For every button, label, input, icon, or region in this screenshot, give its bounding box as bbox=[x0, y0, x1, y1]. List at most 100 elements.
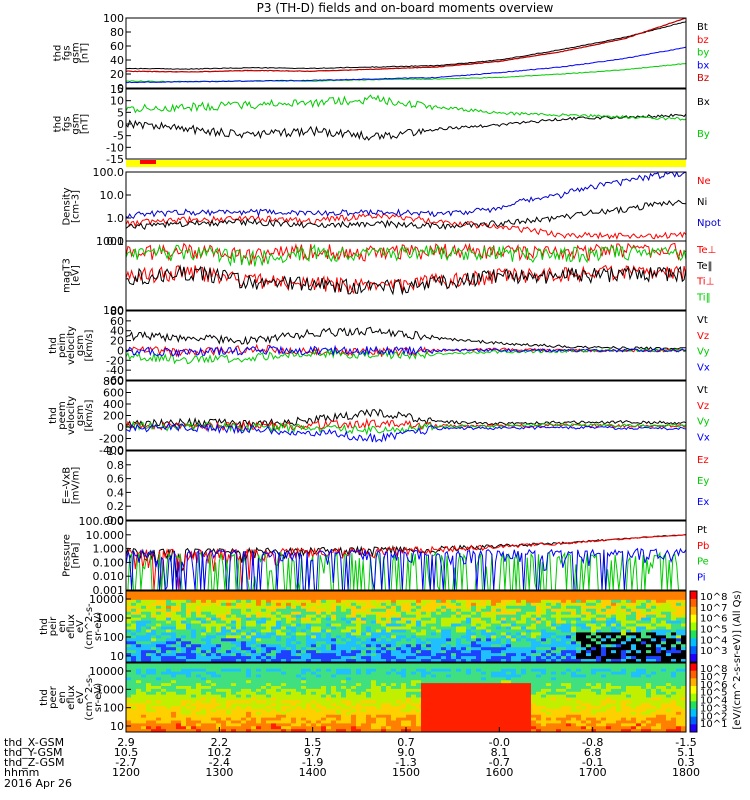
spectrogram-cell bbox=[361, 720, 367, 724]
spectrogram-cell bbox=[546, 677, 552, 681]
spectrogram-cell bbox=[176, 700, 182, 704]
spectrogram-cell bbox=[226, 647, 232, 651]
spectrogram-cell bbox=[356, 644, 362, 648]
spectrogram-cell bbox=[161, 656, 167, 660]
spectrogram-cell bbox=[361, 694, 367, 699]
spectrogram-cell bbox=[306, 665, 312, 670]
spectrogram-cell bbox=[501, 723, 507, 727]
spectrogram-cell bbox=[491, 711, 497, 716]
spectrogram-cell bbox=[416, 729, 422, 732]
spectrogram-cell bbox=[566, 620, 572, 625]
spectrogram-cell bbox=[146, 602, 152, 607]
spectrogram-cell bbox=[516, 602, 522, 607]
spectrogram-cell bbox=[411, 605, 417, 610]
spectrogram-cell bbox=[526, 647, 532, 651]
spectrogram-cell bbox=[596, 653, 602, 657]
spectrogram-cell bbox=[671, 641, 677, 645]
spectrogram-cell bbox=[541, 711, 547, 716]
spectrogram-cell bbox=[241, 641, 247, 645]
spectrogram-cell bbox=[216, 694, 222, 699]
spectrogram-cell bbox=[391, 711, 397, 716]
spectrogram-cell bbox=[586, 596, 592, 601]
spectrogram-cell bbox=[371, 688, 377, 693]
spectrogram-cell bbox=[396, 726, 402, 730]
spectrogram-cell bbox=[356, 717, 362, 722]
spectrogram-cell bbox=[216, 726, 222, 730]
spectrogram-cell bbox=[216, 608, 222, 613]
spectrogram-cell bbox=[531, 671, 537, 676]
spectrogram-cell bbox=[161, 680, 167, 684]
spectrogram-cell bbox=[646, 644, 652, 648]
spectrogram-cell bbox=[316, 632, 322, 636]
spectrogram-cell bbox=[496, 691, 502, 696]
spectrogram-cell bbox=[431, 656, 437, 660]
spectrogram-cell bbox=[436, 638, 442, 642]
spectrogram-cell bbox=[321, 717, 327, 722]
spectrogram-cell bbox=[546, 703, 552, 707]
spectrogram-cell bbox=[151, 620, 157, 625]
spectrogram-cell bbox=[201, 703, 207, 707]
spectrogram-cell bbox=[361, 635, 367, 639]
spectrogram-cell bbox=[146, 620, 152, 625]
spectrogram-cell bbox=[471, 596, 477, 601]
spectrogram-cell bbox=[361, 608, 367, 613]
spectrogram-cell bbox=[496, 596, 502, 601]
spectrogram-cell bbox=[241, 691, 247, 696]
spectrogram-cell bbox=[451, 599, 457, 604]
spectrogram-cell bbox=[191, 691, 197, 696]
spectrogram-cell bbox=[521, 641, 527, 645]
spectrogram-cell bbox=[566, 617, 572, 622]
spectrogram-cell bbox=[236, 665, 242, 670]
spectrogram-cell bbox=[346, 635, 352, 639]
spectrogram-cell bbox=[656, 650, 662, 654]
spectrogram-cell bbox=[436, 706, 442, 710]
spectrogram-cell bbox=[361, 726, 367, 730]
spectrogram-cell bbox=[241, 647, 247, 651]
spectrogram-cell bbox=[176, 680, 182, 684]
spectrogram-cell bbox=[161, 729, 167, 732]
spectrogram-cell bbox=[311, 694, 317, 699]
spectrogram-cell bbox=[241, 650, 247, 654]
spectrogram-cell bbox=[201, 608, 207, 613]
spectrogram-cell bbox=[416, 647, 422, 651]
spectrogram-cell bbox=[521, 611, 527, 616]
spectrogram-cell bbox=[331, 599, 337, 604]
spectrogram-cell bbox=[626, 605, 632, 610]
spectrogram-cell bbox=[331, 697, 337, 701]
spectrogram-cell bbox=[376, 629, 382, 634]
spectrogram-cell bbox=[191, 650, 197, 654]
spectrogram-cell bbox=[521, 729, 527, 732]
spectrogram-cell bbox=[461, 663, 467, 667]
spectrogram-cell bbox=[286, 659, 292, 662]
spectrogram-cell bbox=[351, 591, 357, 595]
spectrogram-cell bbox=[606, 629, 612, 634]
spectrogram-cell bbox=[216, 593, 222, 598]
spectrogram-cell bbox=[631, 653, 637, 657]
spectrogram-cell bbox=[446, 697, 452, 701]
spectrogram-cell bbox=[206, 611, 212, 616]
spectrogram-cell bbox=[406, 596, 412, 601]
spectrogram-cell bbox=[296, 626, 302, 631]
spectrogram-cell bbox=[451, 720, 457, 724]
spectrogram-cell bbox=[421, 706, 427, 710]
spectrogram-cell bbox=[296, 591, 302, 595]
spectrogram-cell bbox=[256, 650, 262, 654]
spectrogram-cell bbox=[631, 620, 637, 625]
y-axis-label: thd bbox=[48, 407, 59, 424]
spectrogram-cell bbox=[431, 599, 437, 604]
y-tick-label: 100 bbox=[103, 304, 124, 317]
spectrogram-cell bbox=[551, 700, 557, 704]
spectrogram-cell bbox=[356, 623, 362, 628]
spectrogram-cell bbox=[131, 697, 137, 701]
spectrogram-cell bbox=[296, 729, 302, 732]
spectrogram-cell bbox=[276, 629, 282, 634]
spectrogram-cell bbox=[301, 611, 307, 616]
spectrogram-cell bbox=[506, 629, 512, 634]
spectrogram-cell bbox=[476, 591, 482, 595]
spectrogram-cell bbox=[456, 614, 462, 619]
y-tick-label: -60 bbox=[106, 374, 124, 387]
spectrogram-cell bbox=[611, 650, 617, 654]
spectrogram-cell bbox=[391, 717, 397, 722]
spectrogram-cell bbox=[656, 611, 662, 616]
spectrogram-cell bbox=[441, 647, 447, 651]
